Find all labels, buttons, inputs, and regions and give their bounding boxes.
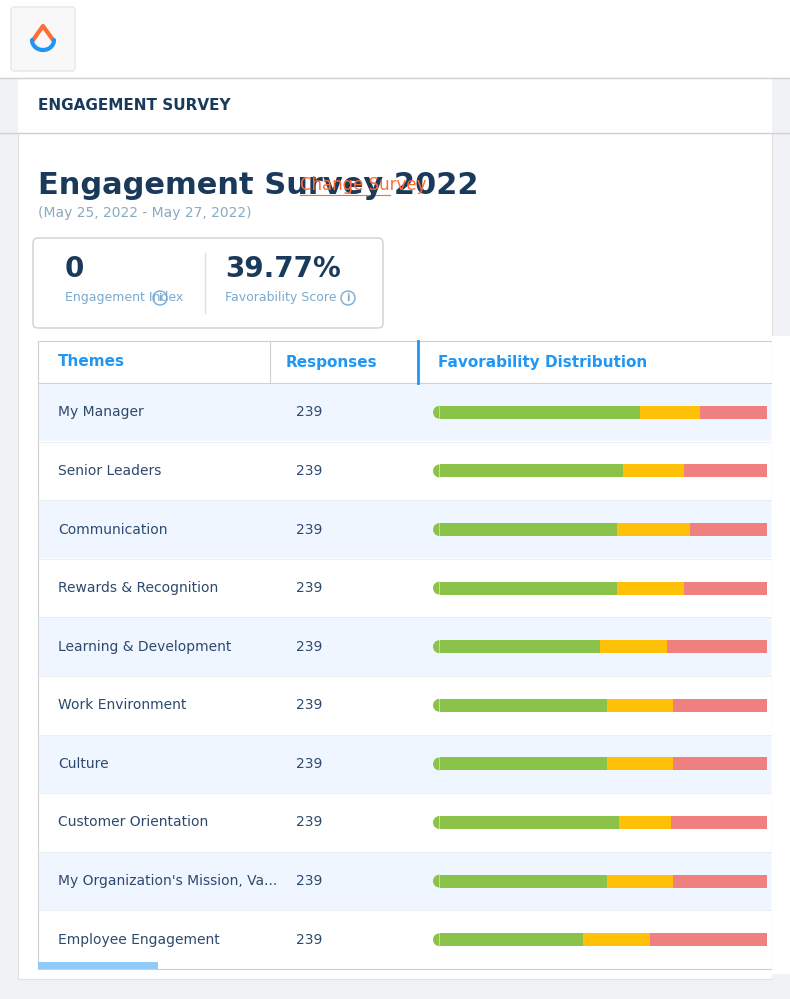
Bar [617,523,690,536]
Wedge shape [433,581,439,594]
Bar [439,698,607,712]
Text: Engagement Survey 2022: Engagement Survey 2022 [38,171,479,200]
Bar [607,698,674,712]
Bar [674,698,767,712]
Text: Favorability Distribution: Favorability Distribution [438,355,647,370]
Text: Senior Leaders: Senior Leaders [58,464,161,478]
Wedge shape [433,816,439,829]
Bar [439,874,607,887]
FancyBboxPatch shape [39,383,771,442]
Text: Change Survey: Change Survey [300,176,427,194]
FancyBboxPatch shape [38,341,772,969]
Bar [439,933,583,946]
Text: Customer Orientation: Customer Orientation [58,815,209,829]
Text: 239: 239 [296,639,322,653]
Text: Employee Engagement: Employee Engagement [58,933,220,947]
Text: 239: 239 [296,464,322,478]
Text: i: i [346,293,350,303]
Bar [607,874,674,887]
Text: My Manager: My Manager [58,406,144,420]
FancyBboxPatch shape [0,0,790,78]
Bar [617,581,683,594]
FancyBboxPatch shape [33,238,383,328]
Text: 0: 0 [65,255,85,283]
Wedge shape [433,757,439,770]
Text: Rewards & Recognition: Rewards & Recognition [58,581,218,595]
Bar [674,874,767,887]
Text: Culture: Culture [58,757,109,771]
Bar [619,816,671,829]
Wedge shape [433,465,439,478]
Bar [439,640,600,653]
Wedge shape [433,874,439,887]
Bar [439,523,617,536]
FancyBboxPatch shape [39,617,771,675]
Text: Work Environment: Work Environment [58,698,186,712]
FancyBboxPatch shape [39,500,771,558]
Bar [671,816,767,829]
Text: Learning & Development: Learning & Development [58,639,231,653]
Bar [650,933,767,946]
Text: ENGAGEMENT SURVEY: ENGAGEMENT SURVEY [38,98,231,113]
FancyBboxPatch shape [772,341,790,979]
FancyBboxPatch shape [38,962,158,969]
Bar [583,933,650,946]
Bar [690,523,767,536]
Text: i: i [158,293,162,303]
Bar [640,406,700,419]
Bar [439,581,617,594]
Bar [700,406,767,419]
Bar [600,640,667,653]
FancyBboxPatch shape [39,734,771,792]
Wedge shape [433,640,439,653]
Text: 239: 239 [296,757,322,771]
Text: 239: 239 [296,874,322,888]
Text: 239: 239 [296,581,322,595]
Bar [623,465,683,478]
Bar [667,640,767,653]
Text: 239: 239 [296,406,322,420]
Bar [683,581,767,594]
Text: Favorability Score: Favorability Score [225,292,337,305]
Text: My Organization's Mission, Va...: My Organization's Mission, Va... [58,874,277,888]
Text: 239: 239 [296,522,322,536]
FancyBboxPatch shape [18,78,772,133]
Bar [607,757,674,770]
Text: Engagement Index: Engagement Index [65,292,183,305]
Text: 239: 239 [296,698,322,712]
Wedge shape [433,933,439,946]
Bar [439,465,623,478]
FancyBboxPatch shape [39,852,771,910]
Bar [674,757,767,770]
Bar [439,757,607,770]
FancyBboxPatch shape [11,7,75,71]
Wedge shape [433,698,439,712]
FancyBboxPatch shape [18,133,772,979]
Text: Themes: Themes [58,355,125,370]
Text: 239: 239 [296,933,322,947]
Text: (May 25, 2022 - May 27, 2022): (May 25, 2022 - May 27, 2022) [38,206,251,220]
Wedge shape [433,406,439,419]
Text: 39.77%: 39.77% [225,255,340,283]
Bar [683,465,767,478]
Text: Communication: Communication [58,522,167,536]
FancyBboxPatch shape [772,336,790,974]
Text: Responses: Responses [286,355,378,370]
Wedge shape [433,523,439,536]
Text: 239: 239 [296,815,322,829]
Bar [439,406,640,419]
Bar [439,816,619,829]
